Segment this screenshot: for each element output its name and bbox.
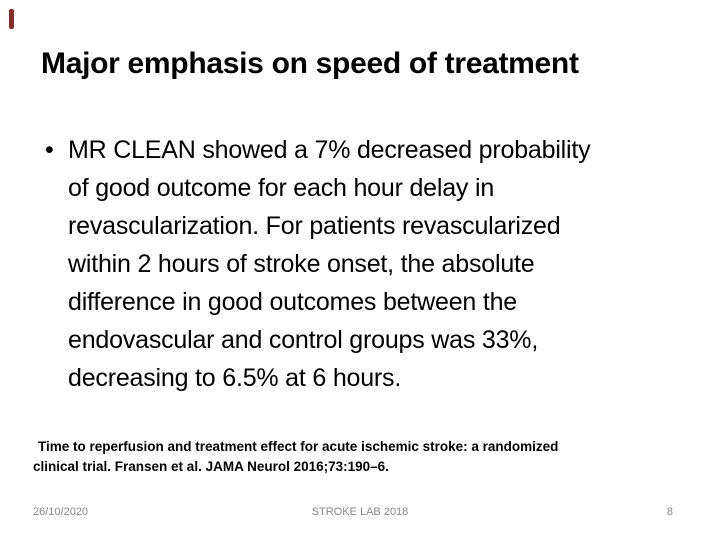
citation-line: Time to reperfusion and treatment effect… (38, 439, 559, 454)
red-accent-bar (9, 9, 14, 29)
bullet-line: within 2 hours of stroke onset, the abso… (68, 250, 535, 278)
footer-date: 26/10/2020 (33, 506, 89, 518)
bullet-line: of good outcome for each hour delay in (68, 174, 495, 202)
slide-title: Major emphasis on speed of treatment (41, 47, 579, 80)
footer-page-number: 8 (666, 506, 673, 518)
bullet-line: revascularization. For patients revascul… (68, 212, 561, 240)
bullet-line: difference in good outcomes between the (68, 288, 517, 316)
citation: Time to reperfusion and treatment effect… (33, 437, 683, 477)
citation-line: clinical trial. Fransen et al. JAMA Neur… (33, 459, 389, 474)
bullet-dot: • (45, 136, 54, 164)
bullet-line: endovascular and control groups was 33%, (68, 326, 539, 354)
footer-center-text: STROKE LAB 2018 (311, 506, 409, 518)
bullet-list: • MR CLEAN showed a 7% decreased probabi… (45, 131, 695, 397)
bullet-paragraph: MR CLEAN showed a 7% decreased probabili… (68, 131, 591, 397)
bullet-line: MR CLEAN showed a 7% decreased probabili… (68, 136, 591, 164)
bullet-line: decreasing to 6.5% at 6 hours. (68, 364, 402, 392)
slide-footer: 26/10/2020 STROKE LAB 2018 8 (0, 505, 720, 521)
